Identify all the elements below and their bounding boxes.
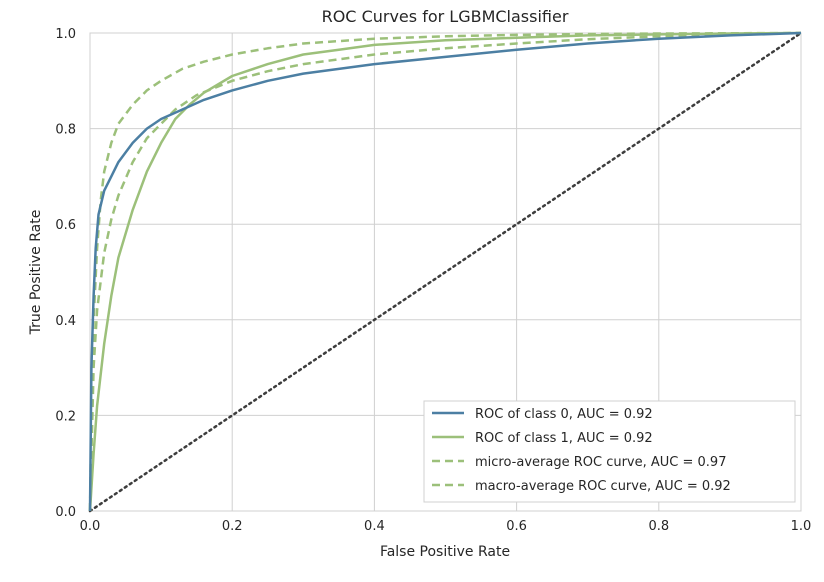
- x-tick-label: 0.2: [222, 519, 243, 534]
- y-tick-label: 0.8: [55, 123, 76, 138]
- y-tick-labels: 0.0 0.2 0.4 0.6 0.8 1.0: [55, 27, 76, 520]
- x-axis-label: False Positive Rate: [380, 544, 510, 560]
- legend-label: macro-average ROC curve, AUC = 0.92: [475, 479, 731, 494]
- legend: ROC of class 0, AUC = 0.92 ROC of class 1…: [423, 400, 796, 503]
- y-tick-label: 0.4: [55, 314, 76, 329]
- legend-box: [423, 400, 796, 503]
- x-tick-label: 0.6: [506, 519, 527, 534]
- legend-label: ROC of class 1, AUC = 0.92: [475, 431, 653, 446]
- x-tick-label: 0.0: [80, 519, 101, 534]
- x-tick-labels: 0.0 0.2 0.4 0.6 0.8 1.0: [80, 519, 812, 534]
- chart-title: ROC Curves for LGBMClassifier: [322, 7, 569, 26]
- series-line-3: [88, 31, 802, 512]
- x-tick-label: 0.4: [364, 519, 385, 534]
- roc-series: [88, 31, 802, 512]
- y-tick-label: 0.2: [55, 409, 76, 424]
- series-line-0: [88, 31, 802, 512]
- y-tick-label: 0.6: [55, 218, 76, 233]
- x-tick-label: 0.8: [648, 519, 669, 534]
- chance-diagonal-line: [88, 31, 803, 513]
- y-axis-label: True Positive Rate: [28, 210, 44, 336]
- y-tick-label: 1.0: [55, 27, 76, 42]
- legend-label: ROC of class 0, AUC = 0.92: [475, 407, 653, 422]
- legend-label: micro-average ROC curve, AUC = 0.97: [475, 455, 726, 470]
- x-tick-label: 1.0: [791, 519, 812, 534]
- y-tick-label: 0.0: [55, 505, 76, 520]
